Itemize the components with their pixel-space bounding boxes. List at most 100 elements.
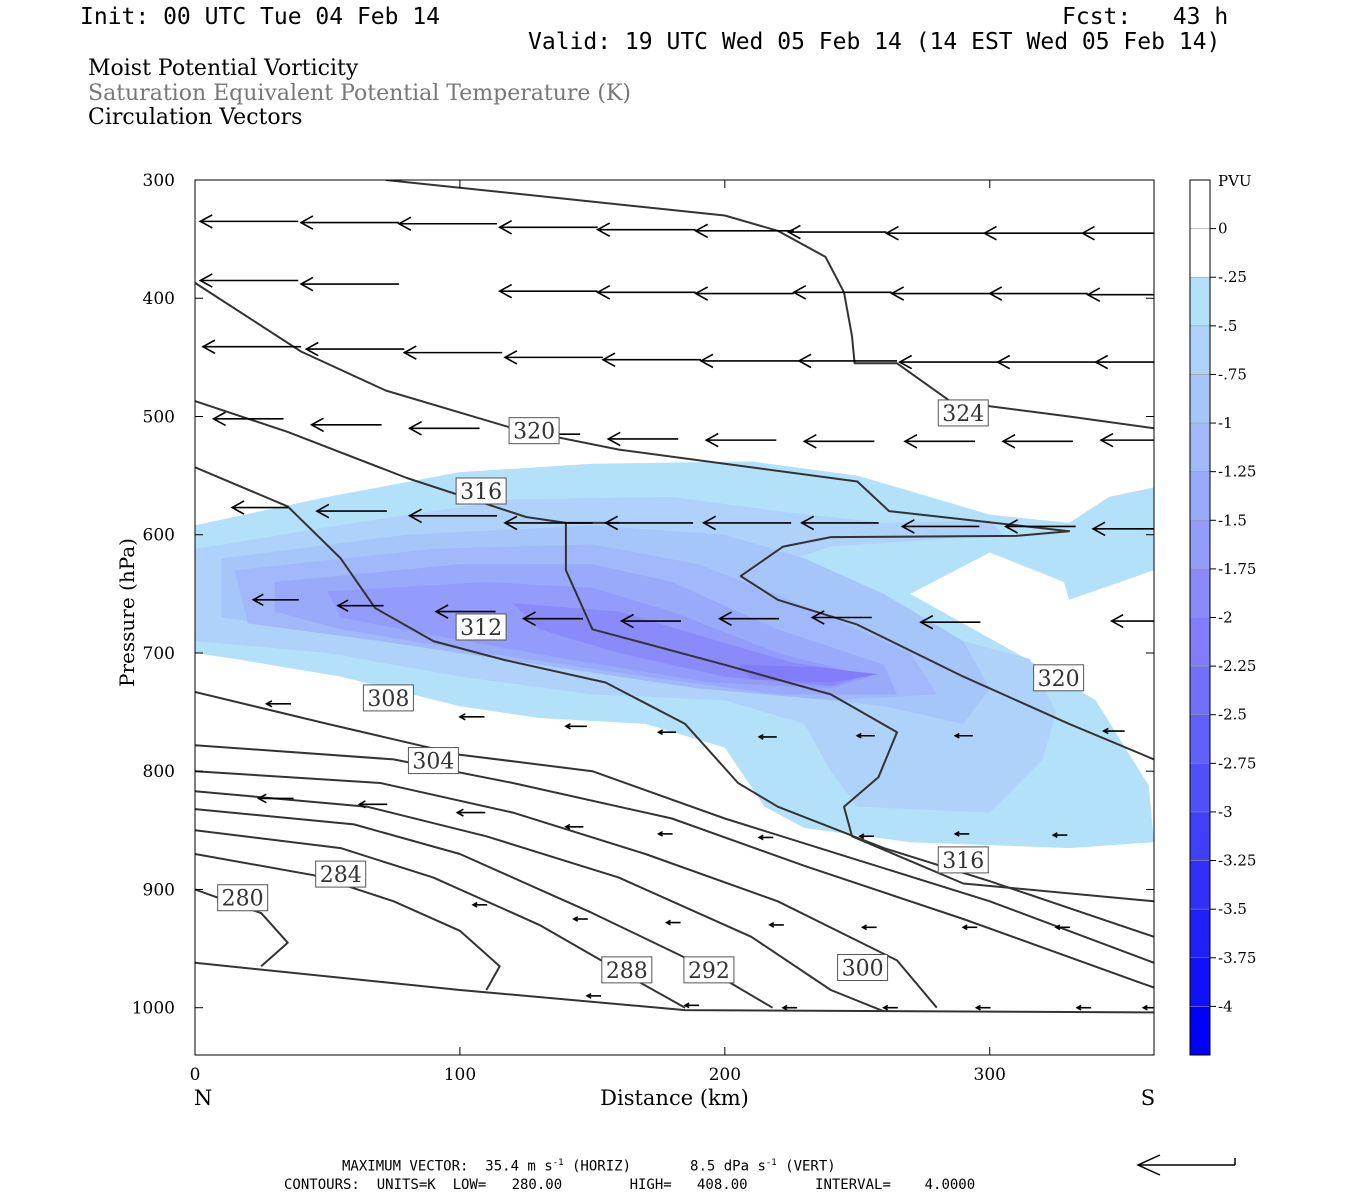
y-tick-label: 700 (143, 644, 175, 664)
theta-e-contours (195, 180, 1154, 1014)
colorbar-swatch (1189, 860, 1211, 910)
wind-vector (1086, 287, 1154, 302)
wind-vector (810, 610, 872, 625)
wind-vector (884, 225, 985, 241)
contour-label-box (455, 613, 507, 641)
wind-vector (664, 919, 681, 926)
wind-vector (953, 830, 970, 837)
wind-vector (471, 901, 488, 908)
colorbar-label: -.5 (1218, 317, 1237, 335)
y-tick-label: 600 (143, 526, 175, 546)
wind-vector (1054, 924, 1070, 931)
colorbar-label: -3 (1218, 803, 1233, 821)
wind-vector (336, 599, 384, 612)
wind-vector (251, 593, 299, 606)
contour-label-box (1033, 664, 1085, 692)
contour-label-box (937, 399, 989, 427)
contour-label-box (315, 860, 367, 888)
y-axis-label: Pressure (hPa) (115, 538, 139, 687)
wind-vector (434, 604, 496, 619)
contour-label-box (362, 684, 414, 712)
wind-vector (256, 793, 294, 804)
colorbar-swatch (1189, 617, 1211, 667)
wind-vector (656, 729, 677, 736)
wind-vector (198, 214, 299, 229)
wind-vector (757, 834, 774, 841)
y-tick-label: 800 (143, 762, 175, 782)
wind-vector (953, 732, 973, 739)
wind-vector (596, 222, 696, 237)
x-tick-label: 100 (444, 1065, 476, 1085)
wind-vector (1003, 519, 1076, 534)
axes: 300 400 500 600 700 800 900 1000 0 100 200 300 Dista… (115, 171, 1155, 1110)
pv-region (512, 603, 871, 687)
wind-vector (304, 341, 405, 357)
colorbar-label: -4 (1218, 997, 1233, 1015)
contour-label: 316 (942, 849, 984, 874)
contour-line (195, 744, 1154, 989)
wind-vector (996, 354, 1096, 370)
wind-vector (797, 353, 898, 369)
wind-vector (1051, 832, 1068, 838)
colorbar-label: -2 (1218, 609, 1233, 627)
wind-vector (860, 924, 877, 931)
x-tick-label: 300 (974, 1065, 1006, 1085)
contour-line (195, 790, 885, 1013)
wind-vector (357, 800, 388, 809)
colorbar-label: -2.75 (1218, 754, 1256, 772)
wind-vector (497, 283, 598, 299)
contour-label: 292 (688, 959, 730, 984)
wind-vector (1099, 432, 1154, 448)
init-time: Init: 00 UTC Tue 04 Feb 14 (80, 4, 441, 30)
contour-line (195, 282, 1154, 761)
colorbar-swatch (1189, 665, 1211, 715)
contour-line (195, 961, 1154, 1014)
wind-vector (757, 734, 777, 740)
y-tick-label: 400 (143, 289, 175, 309)
wind-vector (694, 286, 794, 301)
wind-vector (299, 276, 399, 292)
colorbar-label: -3.25 (1218, 852, 1256, 870)
colorbar-label: 0 (1218, 220, 1228, 238)
wind-vector (694, 223, 794, 239)
contour-label-box (601, 956, 653, 984)
colorbar-label: -3.75 (1218, 949, 1256, 967)
wind-vector (503, 350, 603, 365)
wind-vector (315, 503, 387, 519)
contour-line (385, 180, 1154, 430)
wind-vector (903, 434, 975, 449)
y-tick-label: 900 (143, 880, 175, 900)
wind-vector (701, 515, 792, 531)
wind-vector (585, 992, 602, 999)
colorbar: PVU 0 -.25 -.5 -.75 -1 -1.25 -1.5 -1.75 -2 -2.25 -2… (1189, 172, 1256, 1056)
colorbar-swatch (1189, 714, 1211, 764)
wind-vector (201, 339, 301, 355)
colorbar-label: -1 (1218, 414, 1233, 432)
wind-vector (497, 219, 598, 235)
title-pv: Moist Potential Vorticity (88, 56, 359, 81)
colorbar-swatch (1189, 325, 1211, 375)
contour-info: CONTOURS: UNITS=K LOW= 280.00 HIGH= 408.… (284, 1177, 976, 1193)
plot-frame (194, 179, 1155, 1056)
contour-label: 284 (320, 863, 362, 888)
colorbar-swatch (1189, 374, 1211, 424)
wind-vector (264, 700, 292, 708)
colorbar-label: -2.25 (1218, 657, 1256, 675)
wind-vector (458, 713, 485, 721)
wind-vector (704, 432, 777, 448)
contour-line (195, 691, 1154, 964)
colorbar-swatch (1189, 422, 1211, 472)
contour-label-box (508, 417, 560, 445)
contour-label-box (455, 477, 507, 505)
contour-label: 304 (412, 750, 454, 775)
wind-vector (890, 286, 990, 301)
wind-vector (1075, 1004, 1092, 1011)
colorbar-swatch (1189, 763, 1211, 813)
wind-vector (564, 823, 584, 830)
contour-line (195, 400, 1154, 903)
wind-vector (619, 613, 682, 629)
wind-vector (299, 215, 399, 230)
wind-vector (855, 732, 875, 739)
colorbar-swatch (1189, 1006, 1211, 1056)
